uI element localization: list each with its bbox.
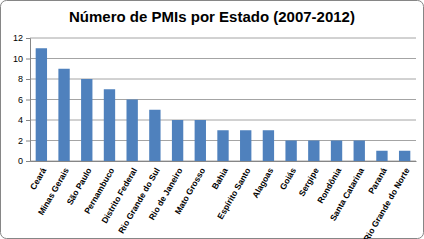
title: Número de PMIs por Estado (2007-2012): [69, 8, 355, 25]
bar: [104, 89, 115, 161]
x-tick-label: Rio Grande do Norte: [361, 166, 411, 239]
x-tick: Rio Grande do Norte: [361, 166, 411, 239]
y-tick: 12: [13, 33, 30, 43]
x-tick: Alagoas: [250, 166, 275, 200]
grid-line: [30, 58, 416, 59]
chart: Número de PMIs por Estado (2007-2012) 0 2 4…: [0, 0, 424, 239]
x-tick: Mato Grosso: [173, 166, 208, 216]
bar: [354, 141, 365, 162]
x-axis-line: [31, 161, 417, 162]
y-tick: 2: [18, 136, 30, 146]
y-tick-mark: [26, 141, 30, 142]
x-tick-label: Mato Grosso: [173, 166, 208, 216]
bar: [263, 130, 274, 161]
bar: [195, 120, 206, 161]
y-tick-label: 8: [18, 74, 23, 84]
bar: [285, 141, 296, 162]
y-tick-mark: [26, 120, 30, 121]
y-tick: 6: [18, 95, 30, 105]
y-tick-label: 6: [18, 95, 23, 105]
x-tick: Santa Catarina: [328, 166, 367, 223]
x-axis: CearáMinas GeraisSão PauloPernambucoDist…: [28, 162, 417, 239]
x-tick: Minas Gerais: [36, 166, 71, 217]
y-axis: 0 2 4 6 8 10 12: [13, 33, 31, 166]
y-tick-mark: [26, 100, 30, 101]
y-tick-label: 4: [18, 115, 23, 125]
x-tick-label: Alagoas: [250, 166, 275, 200]
y-tick: 4: [18, 115, 30, 125]
bar: [217, 130, 228, 161]
y-tick: 8: [18, 74, 30, 84]
bar: [240, 130, 251, 161]
bar: [127, 100, 138, 162]
x-tick: Bahia: [210, 166, 230, 191]
plot: 0 2 4 6 8 10 12 CearáMinas GeraisSão PauloPerna…: [13, 33, 417, 239]
y-tick-mark: [26, 59, 30, 60]
y-tick: 10: [13, 54, 30, 64]
bars: [36, 48, 411, 161]
y-tick-mark: [26, 38, 30, 39]
grid: [30, 38, 416, 161]
x-tick: Sergipe: [296, 166, 320, 198]
x-tick: Goiás: [278, 166, 299, 192]
grid-line: [30, 38, 416, 39]
x-tick-label: Bahia: [210, 166, 230, 191]
x-tick-label: Minas Gerais: [36, 166, 71, 217]
bar: [376, 151, 387, 161]
bar: [331, 141, 342, 162]
x-tick-label: Santa Catarina: [328, 166, 367, 223]
y-tick-mark: [26, 79, 30, 80]
x-tick: Paraná: [366, 166, 389, 196]
y-tick-label: 12: [13, 33, 23, 43]
x-tick: Espírito Santo: [215, 166, 252, 221]
y-tick-mark: [26, 161, 30, 162]
x-tick-label: Goiás: [278, 166, 299, 192]
bar: [81, 79, 92, 161]
x-tick-label: Espírito Santo: [215, 166, 252, 221]
bar: [58, 69, 69, 161]
y-tick-label: 10: [13, 54, 23, 64]
y-tick: 0: [18, 156, 30, 166]
y-tick-label: 0: [18, 156, 23, 166]
y-axis-line: [26, 39, 31, 162]
bar: [36, 48, 47, 161]
chart-frame: [1, 1, 424, 239]
bar: [172, 120, 183, 161]
x-tick: Ceará: [28, 166, 49, 192]
bar: [308, 141, 319, 162]
x-tick-label: Ceará: [28, 166, 49, 192]
bar: [149, 110, 160, 161]
x-tick-label: Sergipe: [296, 166, 320, 198]
bar: [399, 151, 410, 161]
x-tick-label: Paraná: [366, 166, 389, 196]
y-tick-label: 2: [18, 136, 23, 146]
